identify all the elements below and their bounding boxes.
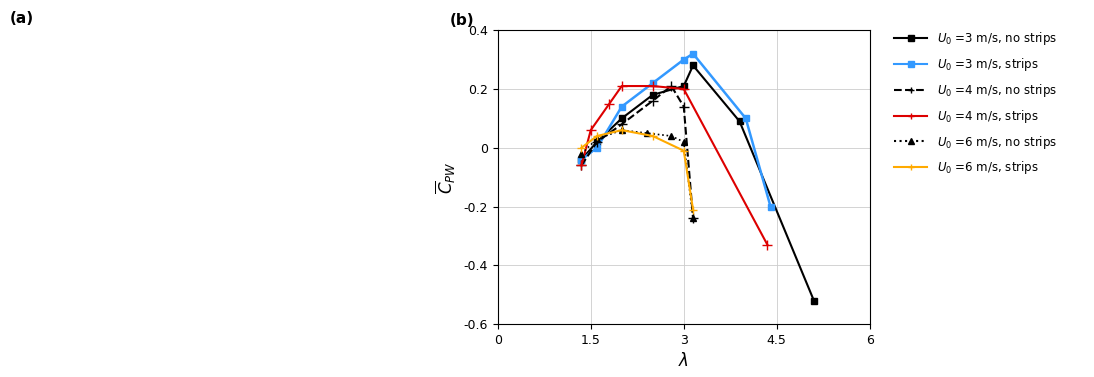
$U_0$ =6 m/s, no strips [640,131,653,135]
$U_0$ =3 m/s, strips [677,57,690,62]
$U_0$ =4 m/s, strips [761,242,775,247]
$U_0$ =6 m/s, strips [575,146,589,150]
$U_0$ =3 m/s, no strips [677,84,690,88]
$U_0$ =6 m/s, no strips [615,128,628,132]
$U_0$ =6 m/s, strips [615,128,628,132]
$U_0$ =4 m/s, no strips [591,139,604,144]
$U_0$ =4 m/s, strips [647,84,660,88]
Line: $U_0$ =4 m/s, strips: $U_0$ =4 m/s, strips [577,81,772,250]
$U_0$ =4 m/s, no strips [615,122,628,127]
$U_0$ =6 m/s, strips [647,134,660,138]
$U_0$ =3 m/s, no strips [687,63,700,68]
$U_0$ =4 m/s, no strips [647,98,660,103]
$U_0$ =4 m/s, no strips [687,216,700,221]
Text: (a): (a) [10,11,34,26]
$U_0$ =6 m/s, no strips [575,152,589,156]
$U_0$ =6 m/s, strips [591,134,604,138]
Line: $U_0$ =4 m/s, no strips: $U_0$ =4 m/s, no strips [577,81,698,223]
X-axis label: $\lambda$: $\lambda$ [678,352,689,371]
$U_0$ =3 m/s, strips [615,104,628,109]
$U_0$ =3 m/s, strips [687,51,700,56]
$U_0$ =3 m/s, no strips [575,157,589,162]
$U_0$ =4 m/s, strips [603,101,616,106]
$U_0$ =3 m/s, strips [575,157,589,162]
$U_0$ =4 m/s, no strips [575,163,589,168]
$U_0$ =6 m/s, no strips [677,139,690,144]
$U_0$ =3 m/s, strips [591,146,604,150]
$U_0$ =3 m/s, no strips [733,119,746,124]
$U_0$ =4 m/s, no strips [665,84,678,88]
Line: $U_0$ =3 m/s, strips: $U_0$ =3 m/s, strips [579,51,773,209]
$U_0$ =6 m/s, no strips [591,137,604,141]
Y-axis label: $\overline{C}_{PW}$: $\overline{C}_{PW}$ [434,161,458,193]
$U_0$ =3 m/s, strips [764,204,777,209]
$U_0$ =4 m/s, strips [575,163,589,168]
$U_0$ =3 m/s, no strips [591,139,604,144]
$U_0$ =3 m/s, no strips [615,116,628,121]
$U_0$ =3 m/s, no strips [647,93,660,97]
Line: $U_0$ =3 m/s, no strips: $U_0$ =3 m/s, no strips [579,63,817,303]
$U_0$ =6 m/s, strips [687,207,700,212]
Text: (b): (b) [450,12,474,28]
$U_0$ =4 m/s, no strips [677,104,690,109]
$U_0$ =3 m/s, no strips [807,299,820,303]
$U_0$ =4 m/s, strips [584,128,597,132]
$U_0$ =4 m/s, strips [677,87,690,91]
$U_0$ =3 m/s, strips [647,81,660,85]
$U_0$ =6 m/s, strips [677,149,690,153]
Line: $U_0$ =6 m/s, no strips: $U_0$ =6 m/s, no strips [579,127,696,221]
Line: $U_0$ =6 m/s, strips: $U_0$ =6 m/s, strips [578,126,697,214]
Legend: $U_0$ =3 m/s, no strips, $U_0$ =3 m/s, strips, $U_0$ =4 m/s, no strips, $U_0$ =4: $U_0$ =3 m/s, no strips, $U_0$ =3 m/s, s… [894,30,1057,176]
$U_0$ =3 m/s, strips [740,116,753,121]
$U_0$ =6 m/s, no strips [687,216,700,221]
$U_0$ =6 m/s, no strips [665,134,678,138]
$U_0$ =4 m/s, strips [615,84,628,88]
